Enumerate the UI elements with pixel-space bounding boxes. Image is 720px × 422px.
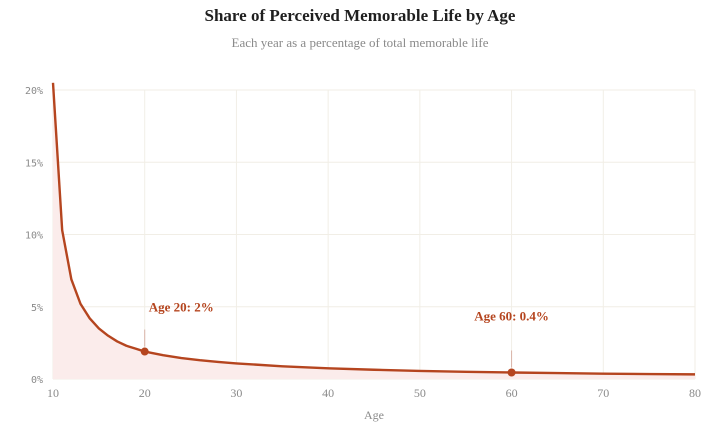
x-tick-label: 50 [414,386,426,400]
x-tick-label: 20 [139,386,151,400]
annotation-point [507,368,516,377]
x-tick-label: 80 [689,386,701,400]
annotations: Age 20: 2% Age 60: 0.4% [140,300,549,377]
x-tick-label: 60 [506,386,518,400]
y-axis-ticks: 0% 5% 10% 15% 20% [25,86,43,386]
annotation-label: Age 60: 0.4% [474,308,549,323]
annotation-point [140,347,149,356]
y-tick-label: 5% [31,303,43,314]
annotation-label: Age 20: 2% [149,300,214,315]
y-tick-label: 10% [25,231,43,242]
y-tick-label: 20% [25,86,43,97]
x-tick-label: 10 [47,386,59,400]
y-tick-label: 0% [31,375,43,386]
chart-subtitle: Each year as a percentage of total memor… [231,35,489,50]
series-area [53,82,695,379]
grid-lines [52,89,696,380]
area-layer [51,82,696,379]
x-tick-label: 40 [322,386,334,400]
chart-title: Share of Perceived Memorable Life by Age [204,6,516,25]
x-axis-label: Age [364,408,384,422]
series-line [51,82,696,376]
x-tick-label: 70 [597,386,609,400]
x-axis-ticks: 10 20 30 40 50 60 70 80 [47,386,701,400]
y-tick-label: 15% [25,158,43,169]
x-tick-label: 30 [230,386,242,400]
